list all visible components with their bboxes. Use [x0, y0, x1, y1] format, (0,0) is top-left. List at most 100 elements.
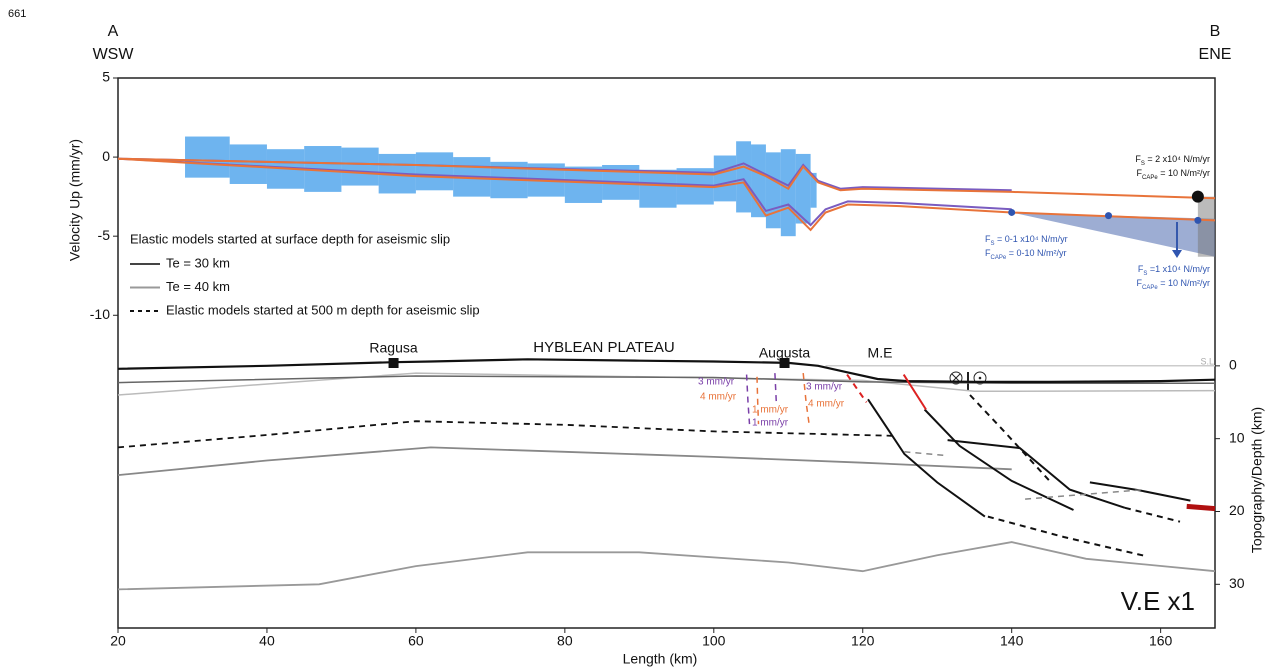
profile-end: A [108, 23, 119, 40]
x-tick-label: 40 [259, 633, 275, 649]
observation-band [415, 152, 454, 191]
annotation-symbol: F [1135, 154, 1141, 164]
annotation-text: =1 x10⁴ N/m/yr [1147, 264, 1210, 274]
annotation-symbol: F [985, 234, 991, 244]
annotation-text: = 2 x10⁴ N/m/yr [1145, 154, 1210, 164]
annotation-symbol: F [985, 248, 991, 258]
annotation-text: = 10 N/m²/yr [1158, 278, 1210, 288]
annotation-sub: S [1143, 271, 1147, 277]
annotation-symbol: F [1138, 264, 1144, 274]
y2-tick-label: 30 [1229, 575, 1245, 591]
rate-label: 3 mm/yr [806, 382, 843, 393]
section-line [867, 398, 986, 518]
section-line [923, 408, 1074, 511]
plot-frame [117, 77, 1216, 629]
y2-tick-label: 10 [1229, 429, 1245, 445]
x-tick-label: 60 [408, 633, 424, 649]
arrow-head [1172, 250, 1182, 258]
x-tick-label: 80 [557, 633, 573, 649]
section-line [117, 420, 893, 449]
profile-end: ENE [1199, 46, 1232, 63]
model-line [117, 157, 1216, 232]
observation-band [185, 136, 230, 178]
y2-axis-label: Topography/Depth (km) [1249, 407, 1265, 553]
y-tick-label: 5 [102, 69, 110, 85]
annotation: FCAPe = 10 N/m²/yr [1137, 168, 1210, 180]
section-line [117, 372, 1216, 396]
observation-band [736, 141, 752, 213]
section-line [904, 451, 945, 457]
fault-symbol [973, 371, 987, 385]
rate-label: 1 mm/yr [752, 405, 789, 416]
annotation-symbol: F [1137, 278, 1143, 288]
section-line [987, 515, 1146, 557]
annotation-sub: CAPe [1142, 285, 1158, 291]
x-tick-label: 160 [1149, 633, 1173, 649]
section-label: S.L [1200, 356, 1214, 366]
section-line [117, 541, 1216, 591]
location-label: Ragusa [369, 340, 417, 356]
annotation: FS = 0-1 x10⁴ N/m/yr [985, 234, 1068, 246]
y2-tick-label: 20 [1229, 502, 1245, 518]
annotation-sub: CAPe [991, 255, 1007, 261]
point [1191, 190, 1204, 203]
observation-band [765, 152, 781, 229]
section-line [1025, 488, 1146, 500]
annotation-sub: CAPe [1142, 175, 1158, 181]
section-line [1089, 481, 1191, 502]
model-line [117, 157, 1012, 227]
annotation: FS =1 x10⁴ N/m/yr [1138, 264, 1210, 276]
annotation-symbol: F [1137, 168, 1143, 178]
point [1105, 212, 1113, 220]
x-tick-label: 20 [110, 633, 126, 649]
annotation: FCAPe = 0-10 N/m²/yr [985, 248, 1066, 260]
fault-symbol [949, 371, 963, 385]
location-label: Augusta [759, 345, 811, 361]
section-label: M.E [868, 345, 893, 361]
x-tick-label: 100 [702, 633, 726, 649]
observation-band [810, 172, 817, 208]
annotation-text: = 0-10 N/m²/yr [1006, 248, 1066, 258]
section-line [117, 358, 1216, 383]
rate-label: 4 mm/yr [700, 392, 737, 403]
y-axis-label: Velocity Up (mm/yr) [67, 139, 83, 261]
figure-number: 661 [8, 8, 26, 20]
rate-label: 1 mm/yr [752, 418, 789, 429]
annotation-sub: S [1141, 161, 1145, 167]
model-line [117, 157, 1012, 192]
annotation: FCAPe = 10 N/m²/yr [1137, 278, 1210, 290]
legend-label: Elastic models started at 500 m depth fo… [166, 302, 480, 317]
model-line [117, 157, 1216, 200]
y-tick-label: -10 [90, 306, 110, 322]
section-line [1124, 506, 1181, 523]
legend-title: Elastic models started at surface depth … [130, 231, 450, 246]
legend-label: Te = 30 km [166, 255, 230, 270]
section-line [117, 375, 1215, 385]
y2-tick-label: 0 [1229, 357, 1237, 373]
section-line [745, 374, 751, 425]
x-tick-label: 120 [851, 633, 875, 649]
observation-band [780, 149, 796, 237]
section-line [846, 374, 868, 403]
annotation-sub: S [991, 241, 995, 247]
point [1194, 216, 1202, 224]
observation-band [639, 169, 677, 208]
rate-label: 3 mm/yr [698, 377, 735, 388]
point [1008, 208, 1016, 216]
legend-label: Te = 40 km [166, 279, 230, 294]
annotation-text: = 0-1 x10⁴ N/m/yr [995, 234, 1068, 244]
section-line [774, 373, 778, 403]
section-line [117, 446, 1012, 476]
x-tick-label: 140 [1000, 633, 1024, 649]
section-line [802, 373, 810, 425]
observation-band [713, 155, 737, 202]
annotation-text: = 10 N/m²/yr [1158, 168, 1210, 178]
profile-end: B [1210, 23, 1221, 40]
location-marker [388, 358, 399, 368]
shaded-region [1011, 212, 1215, 257]
shaded-region [1197, 196, 1215, 257]
location-marker [779, 358, 790, 368]
section-label: V.E x1 [1121, 586, 1195, 616]
